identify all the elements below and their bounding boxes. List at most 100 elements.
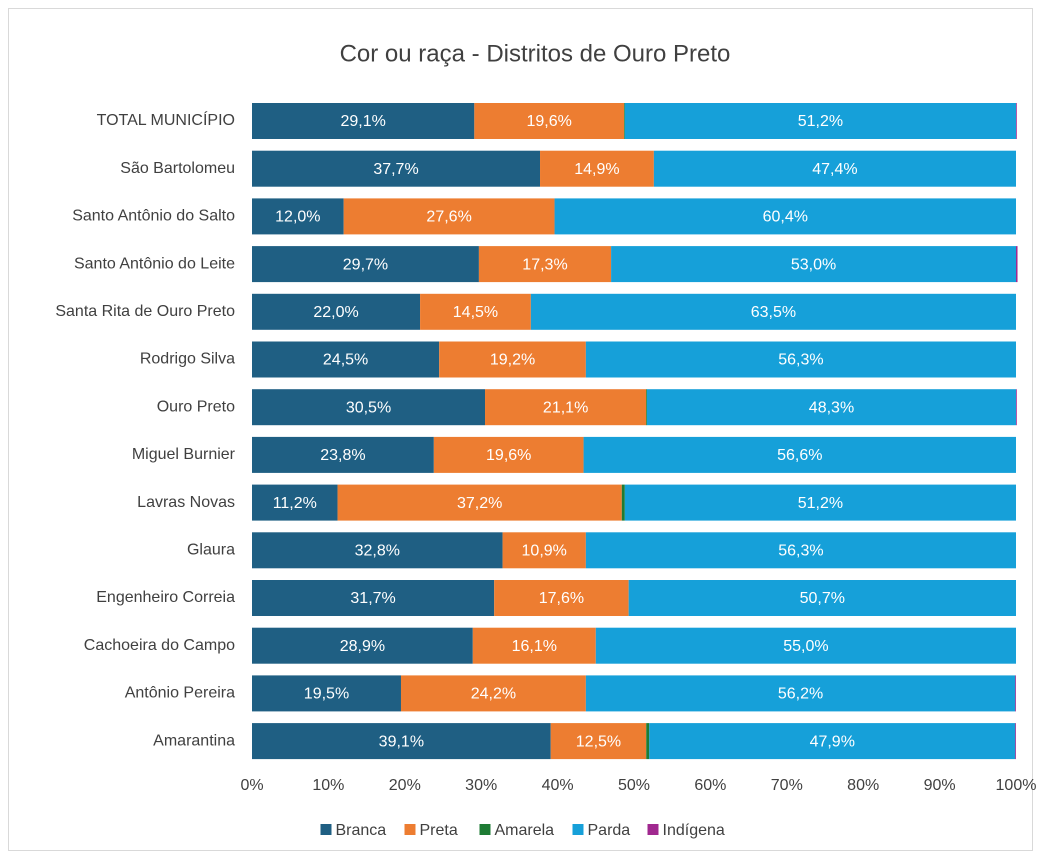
value-label: 51,2% xyxy=(798,495,843,512)
legend-swatch xyxy=(479,824,491,835)
value-label: 21,1% xyxy=(543,399,588,416)
value-label: 23,8% xyxy=(320,447,365,464)
y-tick-label: TOTAL MUNICÍPIO xyxy=(97,110,235,129)
bar-segment xyxy=(400,675,586,712)
value-label: 14,5% xyxy=(453,304,498,321)
x-tick-label: 40% xyxy=(542,777,574,794)
value-label: 50,7% xyxy=(800,590,845,607)
bar-segment xyxy=(1016,246,1018,283)
legend-label: Branca xyxy=(336,822,387,839)
y-tick-label: Santo Antônio do Leite xyxy=(74,255,235,272)
bar-segment xyxy=(474,103,625,139)
y-tick-label: Miguel Burnier xyxy=(132,446,236,463)
value-label: 51,2% xyxy=(798,113,843,130)
bar-segment xyxy=(1015,723,1016,760)
value-label: 56,3% xyxy=(778,352,823,369)
bar-segment xyxy=(1016,389,1017,426)
bar-segment xyxy=(252,389,486,426)
value-label: 19,2% xyxy=(490,352,535,369)
bar-segment xyxy=(252,103,475,139)
bar-segment xyxy=(1015,675,1016,712)
value-label: 14,9% xyxy=(574,161,619,178)
legend-label: Indígena xyxy=(663,822,725,839)
value-label: 12,5% xyxy=(576,733,621,750)
bar-segment xyxy=(337,484,622,521)
value-label: 16,1% xyxy=(512,638,557,655)
bar-segment xyxy=(583,436,1016,473)
legend-swatch xyxy=(647,824,659,835)
value-label: 17,3% xyxy=(522,256,567,273)
bar-segment xyxy=(624,103,1016,139)
bar-segment xyxy=(252,627,473,664)
value-label: 48,3% xyxy=(809,399,854,416)
bar-segment xyxy=(649,723,1016,760)
value-label: 39,1% xyxy=(379,733,424,750)
y-tick-label: São Bartolomeu xyxy=(120,160,235,177)
x-tick-label: 90% xyxy=(924,777,956,794)
y-tick-label: Glaura xyxy=(187,542,235,559)
bar-segment xyxy=(595,627,1016,664)
bar-segment xyxy=(343,198,555,235)
x-tick-label: 80% xyxy=(847,777,879,794)
bar-segment xyxy=(252,246,479,283)
bar-segment xyxy=(252,580,495,616)
value-label: 19,5% xyxy=(304,686,349,703)
x-tick-label: 60% xyxy=(694,777,726,794)
x-tick-label: 30% xyxy=(465,777,497,794)
bar-segment xyxy=(611,246,1016,283)
bar-segment xyxy=(540,150,654,187)
bar-segment xyxy=(628,580,1016,616)
bar-segment xyxy=(252,484,338,521)
bar-segment xyxy=(554,198,1016,235)
value-label: 56,2% xyxy=(778,686,823,703)
bar-segment xyxy=(252,436,434,473)
value-label: 19,6% xyxy=(486,447,531,464)
value-label: 32,8% xyxy=(355,543,400,560)
bar-segment xyxy=(252,293,421,330)
bar-segment xyxy=(494,580,629,616)
bar-segment xyxy=(485,389,647,426)
y-tick-label: Cachoeira do Campo xyxy=(84,637,235,654)
x-tick-label: 10% xyxy=(312,777,344,794)
bar-segment xyxy=(252,198,344,235)
bar-segment xyxy=(550,723,647,760)
legend-label: Preta xyxy=(420,822,458,839)
value-label: 22,0% xyxy=(313,304,358,321)
bar-segment xyxy=(1016,103,1017,139)
bar-segment xyxy=(646,723,650,760)
y-tick-label: Antônio Pereira xyxy=(125,685,235,702)
value-label: 56,3% xyxy=(778,543,823,560)
value-label: 37,7% xyxy=(373,161,418,178)
bar-segment xyxy=(252,150,541,187)
value-label: 28,9% xyxy=(340,638,385,655)
x-tick-label: 100% xyxy=(996,777,1037,794)
y-tick-label: Rodrigo Silva xyxy=(140,351,235,368)
bar-segment xyxy=(252,341,440,378)
bar-segment xyxy=(585,675,1016,712)
bar-segment xyxy=(646,389,647,426)
bar-segment xyxy=(502,532,586,569)
value-label: 24,5% xyxy=(323,352,368,369)
bar-segment xyxy=(585,341,1016,378)
value-label: 47,4% xyxy=(812,161,857,178)
bar-segment xyxy=(439,341,586,378)
bar-segment xyxy=(252,532,503,569)
x-tick-label: 20% xyxy=(389,777,421,794)
bar-segment xyxy=(530,293,1016,330)
bar-segment xyxy=(433,436,584,473)
value-label: 29,7% xyxy=(343,256,388,273)
bar-segment xyxy=(624,484,1016,521)
bar-segment xyxy=(624,103,625,139)
value-label: 63,5% xyxy=(751,304,796,321)
value-label: 27,6% xyxy=(426,209,471,226)
legend-swatch xyxy=(404,824,416,835)
bar-segment xyxy=(621,484,625,521)
value-label: 12,0% xyxy=(275,209,320,226)
value-label: 24,2% xyxy=(471,686,516,703)
value-label: 19,6% xyxy=(527,113,572,130)
y-tick-label: Engenheiro Correia xyxy=(96,589,235,606)
value-label: 30,5% xyxy=(346,399,391,416)
value-label: 31,7% xyxy=(350,590,395,607)
bar-segment xyxy=(472,627,596,664)
